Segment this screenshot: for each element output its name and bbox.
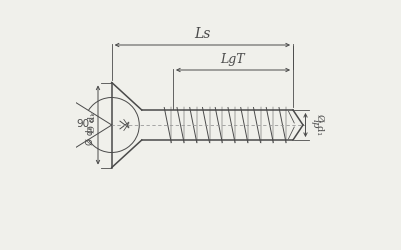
Text: Ø dₖ: Ø dₖ: [88, 112, 97, 133]
Text: LgT: LgT: [221, 53, 245, 66]
Text: 90°: 90°: [76, 119, 95, 129]
Text: lp: lp: [311, 119, 320, 128]
Text: Ø dₖ: Ø dₖ: [86, 125, 95, 145]
Text: Ø d₁: Ø d₁: [315, 114, 324, 136]
Text: Ls: Ls: [194, 26, 211, 40]
